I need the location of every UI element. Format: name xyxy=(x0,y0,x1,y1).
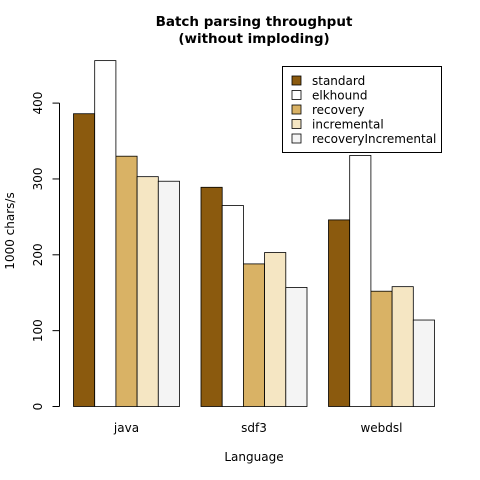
legend-swatch-elkhound xyxy=(291,90,302,100)
bar-sdf3-elkhound xyxy=(221,205,244,407)
legend-label-recovery: recovery xyxy=(312,103,365,117)
bar-group-webdsl xyxy=(328,155,435,407)
x-axis-tick-labels: java sdf3 webdsl xyxy=(113,421,403,435)
y-tick-label: 300 xyxy=(31,167,45,190)
y-axis: 0 100 200 300 400 xyxy=(31,92,60,411)
bar-webdsl-recoveryIncremental xyxy=(412,319,435,407)
chart-title-line-1: Batch parsing throughput xyxy=(156,14,353,30)
x-tick-label-webdsl: webdsl xyxy=(360,421,402,435)
x-tick-label-sdf3: sdf3 xyxy=(241,421,267,435)
bars xyxy=(73,60,435,407)
x-axis-label: Language xyxy=(224,450,283,464)
x-tick-label-java: java xyxy=(113,421,139,435)
bar-sdf3-recoveryIncremental xyxy=(285,287,308,407)
bar-webdsl-recovery xyxy=(370,290,393,407)
legend-box xyxy=(282,66,442,153)
bar-webdsl-standard xyxy=(328,219,351,407)
bar-sdf3-recovery xyxy=(242,263,265,407)
legend-swatch-recovery xyxy=(291,104,302,115)
bar-sdf3-standard xyxy=(200,186,223,407)
chart-title-line-2: (without imploding) xyxy=(178,31,329,47)
y-tick-label: 100 xyxy=(31,319,45,342)
legend-label-elkhound: elkhound xyxy=(312,89,367,103)
y-tick-label: 400 xyxy=(31,92,45,115)
bar-group-sdf3 xyxy=(200,186,308,407)
bar-group-java xyxy=(73,60,180,407)
bar-java-recoveryIncremental xyxy=(157,180,180,407)
bar-java-recovery xyxy=(115,155,138,407)
bar-java-elkhound xyxy=(94,60,117,407)
legend-swatch-incremental xyxy=(291,119,302,129)
legend-swatch-standard xyxy=(291,75,302,86)
bar-webdsl-incremental xyxy=(391,286,414,407)
y-tick-label: 200 xyxy=(31,243,45,266)
bar-java-incremental xyxy=(136,176,159,407)
legend-label-recoveryIncremental: recoveryIncremental xyxy=(312,132,436,146)
bar-sdf3-incremental xyxy=(264,252,287,407)
legend-label-incremental: incremental xyxy=(312,118,384,132)
y-tick-label: 0 xyxy=(31,403,45,411)
bar-webdsl-elkhound xyxy=(349,155,372,407)
y-axis-label: 1000 chars/s xyxy=(3,192,17,269)
bar-java-standard xyxy=(73,113,96,407)
legend-label-standard: standard xyxy=(312,74,365,88)
legend: standardelkhoundrecoveryincrementalrecov… xyxy=(282,66,442,153)
legend-swatch-recoveryIncremental xyxy=(291,133,302,144)
